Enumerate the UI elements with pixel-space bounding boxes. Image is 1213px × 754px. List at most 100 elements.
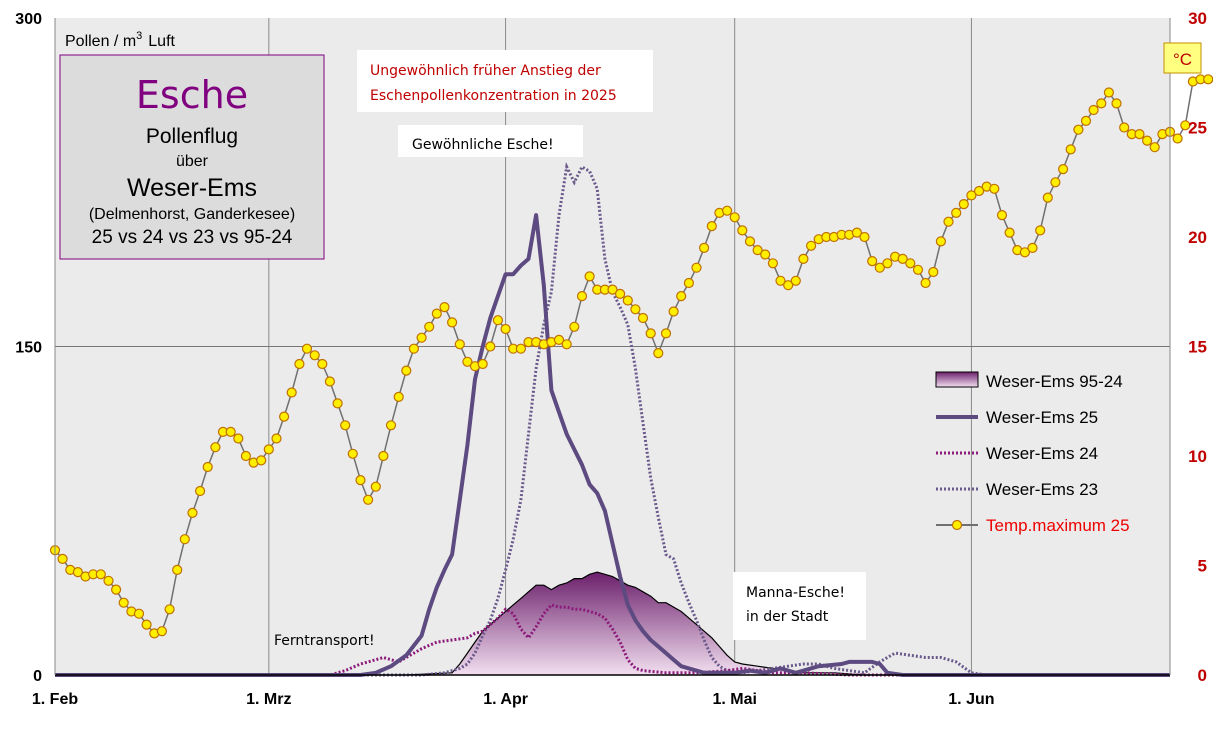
temp-point <box>935 236 947 247</box>
legend-swatch-95-24 <box>935 371 979 388</box>
temp-point <box>561 339 572 350</box>
temp-point <box>973 185 985 197</box>
temp-point <box>576 291 588 302</box>
temp-point <box>416 332 427 343</box>
title-line5: (Delmenhorst, Ganderkesee) <box>89 206 295 223</box>
temp-point <box>1027 242 1038 253</box>
temp-point <box>874 262 885 273</box>
title-line2: Pollenflug <box>146 125 238 148</box>
right-tick-label: 5 <box>1198 557 1207 576</box>
temp-point <box>1180 120 1191 131</box>
temp-point <box>363 494 374 505</box>
temp-point <box>1088 104 1099 116</box>
temp-point <box>1203 74 1213 85</box>
temp-point <box>668 306 679 317</box>
left-axis-label-main: Pollen / m <box>65 33 136 50</box>
temp-point <box>324 376 335 387</box>
temp-point <box>408 343 419 354</box>
title-line6: 25 vs 24 vs 23 vs 95-24 <box>92 227 293 248</box>
right-tick-label: 15 <box>1188 338 1207 357</box>
temp-point <box>989 183 1000 194</box>
temp-point <box>164 604 175 615</box>
line-weser-ems-23 <box>55 162 1170 677</box>
temp-point <box>317 358 328 370</box>
temp-point <box>515 343 527 354</box>
temp-point <box>141 619 152 630</box>
temp-point <box>355 475 366 486</box>
right-tick-label: 25 <box>1188 119 1207 138</box>
title-species: Esche <box>136 73 248 117</box>
annotation-long-distance: Ferntransport! <box>274 633 375 649</box>
right-axis-unit: °C <box>1173 50 1192 69</box>
title-line4: Weser-Ems <box>127 174 257 202</box>
temp-point <box>966 190 977 201</box>
temp-point <box>256 455 267 466</box>
temp-point <box>859 231 870 243</box>
right-axis-ticks: 0 5 10 15 20 25 30 <box>1188 9 1207 685</box>
temp-point <box>347 448 358 459</box>
temp-point <box>614 288 626 299</box>
title-line3: über <box>176 153 209 170</box>
temp-point <box>744 236 756 247</box>
temp-point <box>172 564 183 576</box>
temp-point <box>645 328 656 339</box>
temp-point <box>996 210 1008 221</box>
left-tick-label: 300 <box>15 11 42 28</box>
legend: Weser-Ems 95-24 Weser-Ems 25 Weser-Ems 2… <box>935 371 1130 535</box>
temp-point <box>286 387 297 398</box>
temp-point <box>897 253 908 264</box>
temp-point <box>752 245 763 256</box>
x-tick-label: 1. Feb <box>32 691 78 708</box>
temp-point <box>943 216 954 227</box>
temp-point <box>110 584 122 595</box>
temp-point <box>210 442 221 453</box>
temp-point <box>798 253 809 264</box>
x-tick-label: 1. Mai <box>712 691 756 708</box>
x-tick-label: 1. Mrz <box>246 691 291 708</box>
legend-label-24: Weser-Ems 24 <box>986 444 1098 463</box>
annotation-manna-line1: Manna-Esche! <box>746 585 845 601</box>
left-axis-label-suffix: Luft <box>148 33 175 50</box>
temp-point <box>958 199 969 210</box>
temp-point <box>477 358 488 370</box>
temp-point <box>553 334 565 345</box>
temp-point <box>332 398 343 409</box>
temp-point <box>729 212 740 223</box>
line-weser-ems-24 <box>55 603 1170 677</box>
temp-point <box>767 258 779 269</box>
legend-label-95-24: Weser-Ems 95-24 <box>986 372 1123 391</box>
area-weser-ems-95-24 <box>55 572 1170 675</box>
legend-label-23: Weser-Ems 23 <box>986 480 1098 499</box>
temp-point <box>454 339 465 350</box>
temp-point <box>202 461 213 473</box>
temp-point <box>431 308 442 319</box>
temp-point <box>263 444 274 455</box>
left-tick-label: 150 <box>15 340 42 357</box>
series-weser-ems-25 <box>55 213 1170 677</box>
temp-point <box>737 225 748 236</box>
temp-point <box>385 420 397 431</box>
temp-point <box>805 240 817 251</box>
temp-point <box>133 608 145 619</box>
left-axis-label: Pollen / m3 Luft <box>65 30 176 50</box>
temp-point <box>698 242 710 253</box>
temp-point <box>1111 98 1122 109</box>
temp-point <box>851 227 863 238</box>
temp-point <box>103 575 114 586</box>
temp-point <box>225 426 236 437</box>
x-axis-ticks: 1. Feb 1. Mrz 1. Apr 1. Mai 1. Jun <box>32 691 995 708</box>
temp-point <box>424 321 435 332</box>
temp-point <box>607 284 618 295</box>
temp-point <box>118 597 129 608</box>
temp-point <box>676 291 687 302</box>
temp-point <box>1103 87 1115 98</box>
left-axis-label-sup: 3 <box>136 30 142 42</box>
temp-point <box>1065 144 1076 155</box>
temp-point <box>928 266 939 278</box>
temp-point <box>630 304 641 315</box>
right-tick-label: 0 <box>1198 666 1207 685</box>
temp-point <box>179 534 190 545</box>
right-tick-label: 30 <box>1188 9 1207 28</box>
temp-point <box>462 356 473 367</box>
